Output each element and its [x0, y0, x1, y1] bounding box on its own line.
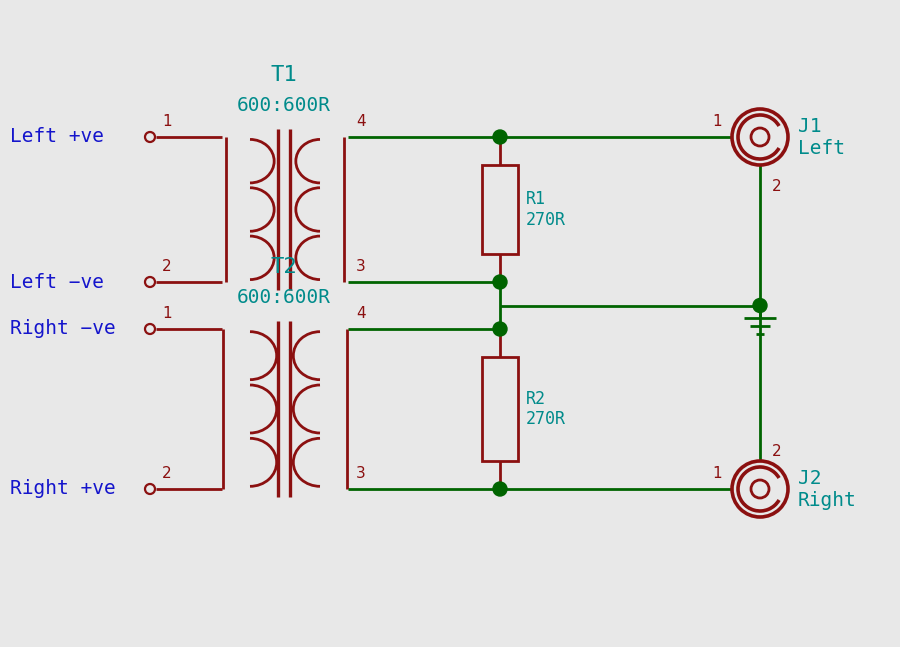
- Text: 3: 3: [356, 259, 365, 274]
- Text: 4: 4: [356, 306, 365, 321]
- Text: 4: 4: [356, 114, 365, 129]
- Circle shape: [145, 484, 155, 494]
- Text: Right −ve: Right −ve: [10, 320, 116, 338]
- Text: 600:600R: 600:600R: [237, 288, 331, 307]
- Circle shape: [145, 132, 155, 142]
- Bar: [482, 357, 518, 461]
- Text: R1
270R: R1 270R: [526, 190, 566, 229]
- Text: 1: 1: [713, 114, 722, 129]
- Text: T1: T1: [271, 65, 297, 85]
- Text: 2: 2: [772, 179, 781, 194]
- Text: 2: 2: [162, 259, 172, 274]
- Circle shape: [493, 130, 507, 144]
- Circle shape: [493, 275, 507, 289]
- Text: 2: 2: [162, 466, 172, 481]
- Circle shape: [493, 322, 507, 336]
- Text: 600:600R: 600:600R: [237, 96, 331, 115]
- Text: Right +ve: Right +ve: [10, 479, 116, 498]
- Text: Left −ve: Left −ve: [10, 272, 104, 292]
- Text: 2: 2: [772, 444, 781, 459]
- Circle shape: [493, 482, 507, 496]
- Text: J1
Left: J1 Left: [798, 116, 845, 157]
- Bar: [482, 165, 518, 254]
- Text: R2
270R: R2 270R: [526, 389, 566, 428]
- Circle shape: [753, 298, 767, 313]
- Text: 1: 1: [713, 466, 722, 481]
- Text: 3: 3: [356, 466, 365, 481]
- Circle shape: [145, 324, 155, 334]
- Text: Left +ve: Left +ve: [10, 127, 104, 146]
- Circle shape: [145, 277, 155, 287]
- Text: T2: T2: [271, 257, 297, 277]
- Text: J2
Right: J2 Right: [798, 468, 857, 509]
- Text: 1: 1: [162, 306, 172, 321]
- Text: 1: 1: [162, 114, 172, 129]
